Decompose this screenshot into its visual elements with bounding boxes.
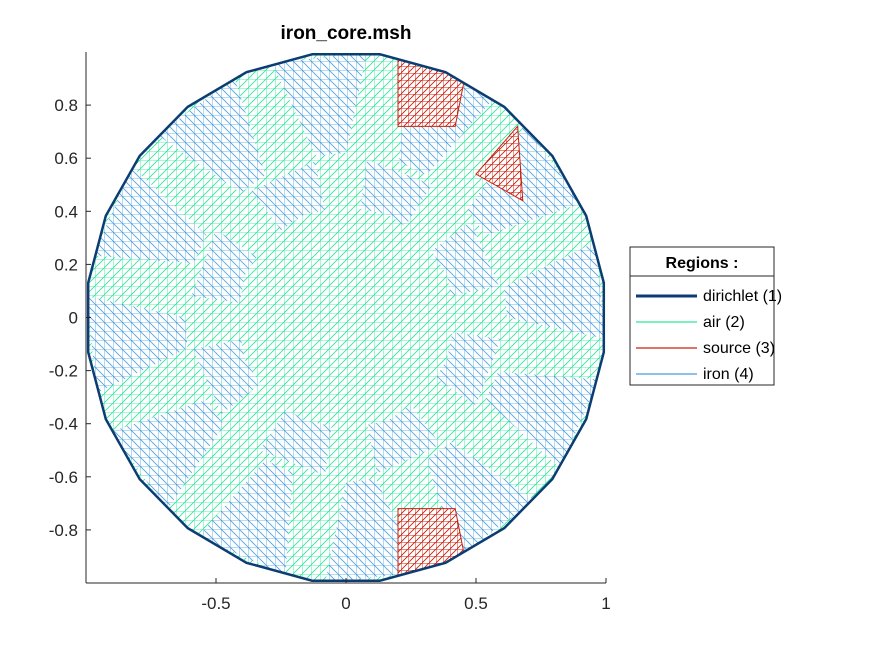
y-tick-label: -0.4 [49,415,78,434]
legend-label: air (2) [703,314,745,331]
iron-region [111,399,224,511]
legend-label: dirichlet (1) [703,288,782,305]
x-ticks: -0.5 0 0.5 1 [201,578,611,613]
y-tick-label: -0.8 [49,521,78,540]
y-tick-label: 0 [69,309,78,328]
x-tick-label: -0.5 [201,594,230,613]
iron-region [157,77,266,193]
iron-region [272,54,367,156]
x-tick-label: 0.5 [464,594,488,613]
legend-label: iron (4) [703,366,754,383]
iron-region [88,296,188,393]
legend-label: source (3) [703,340,775,357]
y-tick-label: -0.2 [49,362,78,381]
legend-title: Regions : [666,255,739,272]
mesh [88,54,604,581]
y-tick-label: 0.6 [54,149,78,168]
y-ticks: -0.8 -0.6 -0.4 -0.2 0 0.2 0.4 0.6 0.8 [49,96,91,540]
x-tick-label: 0 [341,594,350,613]
y-tick-label: 0.4 [54,202,78,221]
iron-region [504,242,604,339]
iron-region [485,371,599,469]
source-region [475,125,524,202]
iron-region [325,479,420,581]
plot-title: iron_core.msh [281,23,412,44]
legend: Regions : dirichlet (1) air (2) source (3)… [629,246,782,386]
dirichlet-boundary [86,53,606,582]
iron-region [468,124,581,236]
iron-region [93,166,207,264]
y-tick-label: -0.6 [49,468,78,487]
iron-region [198,460,293,576]
legend-items: dirichlet (1) air (2) source (3) iron (4) [636,288,782,383]
x-tick-label: 1 [601,594,610,613]
y-tick-label: 0.8 [54,96,78,115]
air-core [236,205,456,430]
legend-box [629,246,775,386]
y-tick-label: 0.2 [54,255,78,274]
